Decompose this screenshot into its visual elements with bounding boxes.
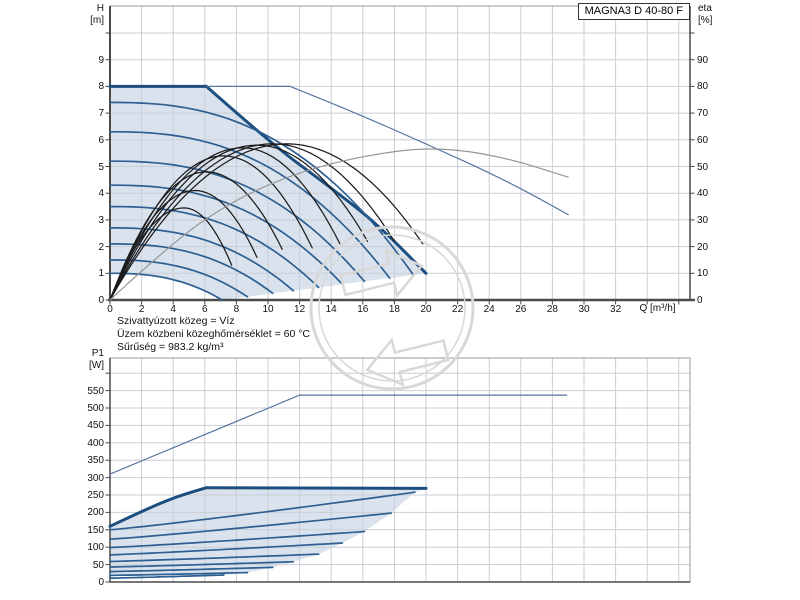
h-tick-label: 3 <box>98 214 104 226</box>
p1-title-line2: [W] <box>89 360 104 371</box>
speed-curve-2 <box>109 130 391 279</box>
x-tick-label: 20 <box>420 304 432 315</box>
p1-curve-8 <box>109 571 249 577</box>
h-tick-label: 0 <box>98 295 104 306</box>
eta-tick-label: 0 <box>697 295 703 306</box>
eta-curve-5 <box>109 147 342 301</box>
eta-tick-label: 90 <box>697 54 709 66</box>
eta-curve-7 <box>109 143 396 301</box>
speed-curve-5 <box>109 205 320 289</box>
p1-chart <box>105 357 691 583</box>
eta-tick-label: 50 <box>697 161 709 173</box>
p1-curve-5 <box>109 553 320 563</box>
bottom-chart-y-axis-title: P1 [W] <box>89 348 104 372</box>
x-tick-label: 2 <box>138 304 145 315</box>
eta-tick-label: 60 <box>697 134 709 146</box>
yright-title-line2: [%] <box>698 15 713 26</box>
p1-curve-9 <box>109 574 225 580</box>
x-tick-label: 18 <box>388 304 400 315</box>
eta-curve-6 <box>109 144 369 301</box>
h-tick-label: 1 <box>98 268 104 280</box>
note-density: Sűrűség = 983.2 kg/m³ <box>117 341 224 353</box>
eta-curve-8 <box>109 143 424 301</box>
x-tick-label: 28 <box>546 304 558 315</box>
yleft-title-line1: H <box>96 3 104 14</box>
top-chart-yright-axis-title: eta [%] <box>698 3 712 27</box>
note-temperature: Üzem közbeni közeghőmérséklet = 60 °C <box>117 328 310 340</box>
x-tick-label: 24 <box>483 304 495 315</box>
h-tick-label: 4 <box>98 188 104 200</box>
speed-curve-3 <box>109 160 366 283</box>
yright-title-line1: eta <box>698 3 712 14</box>
speed-curve-6 <box>109 227 295 292</box>
p1-curve-3 <box>109 530 366 549</box>
eta-curve-2 <box>109 189 258 301</box>
top-chart-yleft-axis-title: H [m] <box>90 3 104 27</box>
qh-max-single-desc <box>204 84 428 275</box>
yleft-title-line2: [m] <box>90 15 104 26</box>
eta-parallel <box>109 148 569 301</box>
speed-curve-1 <box>109 101 415 276</box>
h-tick-label: 7 <box>98 108 104 120</box>
h-tick-label: 2 <box>98 241 104 253</box>
p1-max-single-rise <box>108 486 208 528</box>
qh-eta-chart <box>105 5 695 305</box>
x-tick-label: 4 <box>170 304 176 315</box>
x-tick-label: 30 <box>578 304 590 315</box>
model-label: MAGNA3 D 40-80 F <box>584 5 683 17</box>
x-axis-title: Q [m³/h] <box>639 303 676 314</box>
x-tick-label: 12 <box>294 304 306 315</box>
x-tick-label: 26 <box>515 304 527 315</box>
x-tick-label: 0 <box>107 304 113 315</box>
h-tick-label: 9 <box>98 54 104 66</box>
p1-tick-label: 500 <box>87 403 104 414</box>
eta-tick-label: 80 <box>697 81 709 93</box>
p1-tick-label: 350 <box>87 455 104 467</box>
p1-tick-label: 400 <box>87 437 104 449</box>
p1-curve-6 <box>109 560 295 568</box>
h-tick-label: 5 <box>98 161 104 173</box>
x-tick-label: 10 <box>262 304 274 315</box>
x-tick-label: 14 <box>325 304 337 315</box>
p1-curve-2 <box>109 512 393 541</box>
note-medium: Szivattyúzott közeg = Víz <box>117 315 235 327</box>
p1-tick-label: 0 <box>98 577 104 588</box>
p1-title-line1: P1 <box>91 348 104 359</box>
x-tick-label: 16 <box>357 304 369 315</box>
p1-tick-label: 200 <box>87 507 104 519</box>
speed-curve-9 <box>109 272 224 301</box>
p1-tick-label: 100 <box>87 542 104 554</box>
h-tick-label: 6 <box>98 134 104 146</box>
eta-tick-label: 70 <box>697 108 709 120</box>
qh-max-parallel-desc <box>289 85 569 216</box>
x-tick-label: 8 <box>233 304 240 315</box>
p1-tick-label: 50 <box>92 559 104 571</box>
p1-curve-4 <box>109 542 344 556</box>
h-tick-label: 8 <box>98 81 104 93</box>
watermark-logo-icon <box>309 225 475 391</box>
eta-tick-label: 40 <box>697 188 709 200</box>
p1-tick-label: 550 <box>87 385 104 397</box>
p1-curve-1 <box>109 491 416 531</box>
p1-max-single-flat <box>204 486 428 490</box>
p1-tick-label: 250 <box>87 490 104 501</box>
p1-tick-label: 450 <box>87 420 104 432</box>
eta-tick-label: 20 <box>697 241 709 253</box>
p1-max-parallel <box>109 394 568 475</box>
eta-tick-label: 30 <box>697 214 709 226</box>
x-tick-label: 32 <box>610 304 622 315</box>
eta-tick-label: 10 <box>697 268 709 280</box>
x-tick-label: 6 <box>202 304 208 315</box>
x-tick-label: 22 <box>452 304 464 315</box>
p1-tick-label: 300 <box>87 472 104 484</box>
p1-tick-label: 150 <box>87 524 104 536</box>
speed-curve-4 <box>109 184 344 286</box>
p1-curve-7 <box>109 566 274 573</box>
model-label-box: MAGNA3 D 40-80 F <box>577 3 690 20</box>
